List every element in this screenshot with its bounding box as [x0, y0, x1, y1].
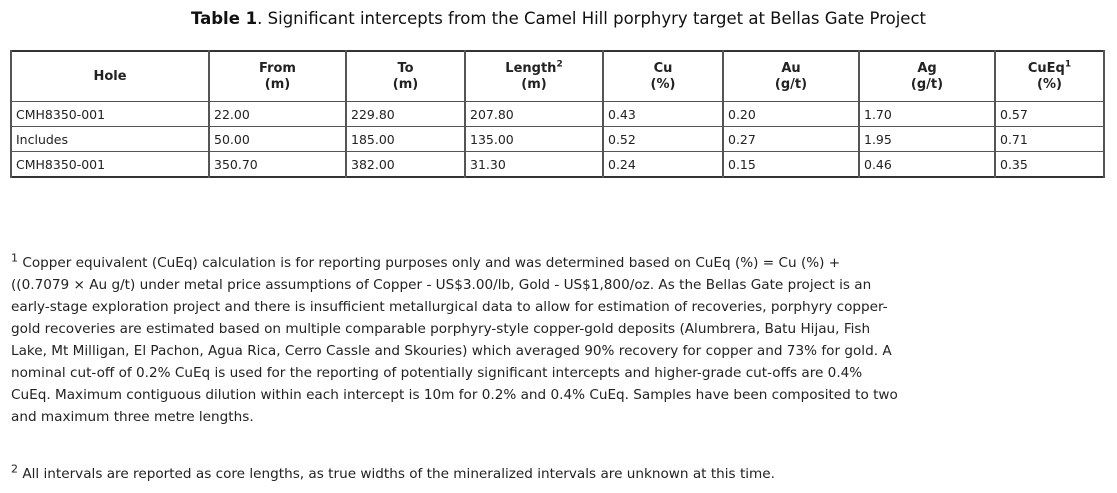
column-header: From (m) [208, 50, 347, 102]
footnote-line: early-stage exploration project and ther… [11, 299, 888, 315]
table-cell: 0.15 [722, 151, 860, 178]
table-caption-text: . Significant intercepts from the Camel … [257, 9, 926, 28]
table-cell: 0.71 [994, 126, 1105, 152]
header-unit: (%) [1037, 76, 1062, 92]
table-cell: 1.70 [858, 101, 996, 127]
footnote-line: CuEq. Maximum contiguous dilution within… [11, 387, 898, 403]
table-cell: 0.57 [994, 101, 1105, 127]
table-cell: 382.00 [345, 151, 466, 178]
table-row: Includes 50.00 185.00 135.00 0.52 0.27 1.95 0.7… [10, 126, 1105, 152]
table-row: CMH8350-001 22.00 229.80 207.80 0.43 0.20 1.70… [10, 101, 1105, 127]
header-label: Length [505, 60, 557, 76]
footnote-line: ((0.7079 × Au g/t) under metal price ass… [11, 277, 872, 293]
table-cell: 1.95 [858, 126, 996, 152]
header-unit: (m) [392, 76, 419, 92]
table-cell: CMH8350-001 [10, 101, 210, 127]
header-label: Au [781, 60, 801, 76]
footnote-marker: 1 [11, 251, 18, 265]
intercepts-table: Hole From (m) To (m) Length2 (m) Cu (%) Au (g/t) Ag… [10, 50, 1105, 178]
table-header-row: Hole From (m) To (m) Length2 (m) Cu (%) Au (g/t) Ag… [10, 50, 1105, 102]
column-header: CuEq1 (%) [994, 50, 1105, 102]
header-label: From [259, 60, 296, 76]
header-label: Ag [917, 60, 937, 76]
footnote-line: Copper equivalent (CuEq) calculation is … [22, 255, 841, 271]
table-cell: 0.43 [602, 101, 724, 127]
header-unit: (m) [521, 76, 547, 92]
column-header: Length2 (m) [464, 50, 604, 102]
table-cell: 0.46 [858, 151, 996, 178]
footnote-line: All intervals are reported as core lengt… [22, 466, 775, 482]
header-unit: (g/t) [774, 76, 808, 92]
table-label: Table 1 [190, 9, 258, 28]
footnote-line: nominal cut-off of 0.2% CuEq is used for… [11, 365, 863, 381]
table-caption: Table 1. Significant intercepts from the… [0, 9, 1117, 28]
footnote-1: 1 Copper equivalent (CuEq) calculation i… [11, 252, 898, 428]
header-label: To [397, 60, 414, 76]
column-header: Cu (%) [602, 50, 724, 102]
header-label: CuEq [1027, 60, 1065, 76]
header-unit: (%) [650, 76, 676, 92]
header-unit: (g/t) [910, 76, 944, 92]
table-cell: 0.20 [722, 101, 860, 127]
header-label: Hole [93, 68, 127, 84]
table-cell: 50.00 [208, 126, 347, 152]
header-unit: (m) [264, 76, 291, 92]
table-row: CMH8350-001 350.70 382.00 31.30 0.24 0.15 0.46… [10, 151, 1105, 178]
table-cell: 207.80 [464, 101, 604, 127]
footnote-line: and maximum three metre lengths. [11, 409, 254, 425]
header-label: Cu [653, 60, 673, 76]
table-cell: 0.52 [602, 126, 724, 152]
footnote-line: Lake, Mt Milligan, El Pachon, Agua Rica,… [11, 343, 892, 359]
column-header: Hole [10, 50, 210, 102]
header-superscript: 2 [556, 59, 563, 70]
table-cell: CMH8350-001 [10, 151, 210, 178]
table-cell: 22.00 [208, 101, 347, 127]
footnote-marker: 2 [11, 462, 18, 476]
column-header: Ag (g/t) [858, 50, 996, 102]
table-cell: 31.30 [464, 151, 604, 178]
table-cell: 0.35 [994, 151, 1105, 178]
footnote-line: gold recoveries are estimated based on m… [11, 321, 871, 337]
table-cell: 135.00 [464, 126, 604, 152]
header-superscript: 1 [1064, 59, 1072, 70]
table-cell: 0.24 [602, 151, 724, 178]
footnote-2: 2 All intervals are reported as core len… [11, 463, 775, 485]
table-cell: 350.70 [208, 151, 347, 178]
table-cell: 229.80 [345, 101, 466, 127]
table-cell: Includes [10, 126, 210, 152]
column-header: To (m) [345, 50, 466, 102]
column-header: Au (g/t) [722, 50, 860, 102]
table-cell: 185.00 [345, 126, 466, 152]
table-cell: 0.27 [722, 126, 860, 152]
